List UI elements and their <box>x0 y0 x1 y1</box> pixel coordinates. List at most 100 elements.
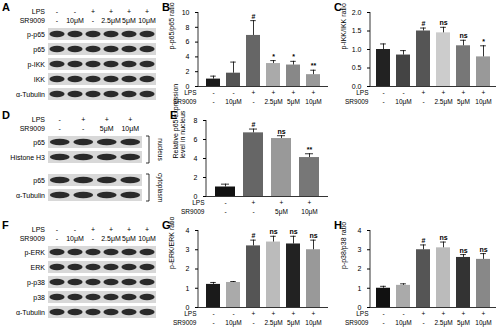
svg-text:p-IKK: p-IKK <box>27 61 45 69</box>
svg-text:+: + <box>312 310 316 317</box>
svg-text:4: 4 <box>194 155 198 162</box>
svg-text:cytoplasm: cytoplasm <box>156 173 164 202</box>
svg-text:p65: p65 <box>33 139 45 147</box>
svg-text:ns: ns <box>439 234 447 241</box>
svg-text:ERK: ERK <box>31 264 46 271</box>
svg-text:5μM: 5μM <box>100 125 114 133</box>
svg-text:5μM: 5μM <box>122 235 136 243</box>
svg-text:+: + <box>81 116 85 123</box>
svg-text:+: + <box>442 310 446 317</box>
svg-text:-: - <box>422 319 424 326</box>
svg-text:SR9009: SR9009 <box>20 125 45 132</box>
svg-text:ns: ns <box>269 228 277 235</box>
svg-text:+: + <box>272 310 276 317</box>
svg-text:-: - <box>92 17 95 24</box>
svg-text:α-Tubulin: α-Tubulin <box>16 192 45 199</box>
svg-text:#: # <box>422 237 426 244</box>
svg-text:LPS: LPS <box>356 310 369 317</box>
svg-text:+: + <box>482 89 486 96</box>
svg-text:#: # <box>422 20 426 27</box>
svg-text:2: 2 <box>358 265 362 272</box>
svg-text:p65: p65 <box>33 46 45 54</box>
svg-text:+: + <box>252 89 256 96</box>
svg-text:p65: p65 <box>33 177 45 185</box>
svg-text:2.5μM: 2.5μM <box>264 98 282 106</box>
svg-text:**: ** <box>307 146 313 153</box>
svg-text:+: + <box>462 89 466 96</box>
svg-text:*: * <box>482 38 485 45</box>
svg-text:+: + <box>422 89 426 96</box>
svg-text:-: - <box>56 17 59 24</box>
svg-text:p38: p38 <box>33 294 45 302</box>
svg-text:-: - <box>74 226 77 233</box>
svg-text:-: - <box>232 89 234 96</box>
svg-text:0.5: 0.5 <box>352 64 362 71</box>
svg-text:+: + <box>292 89 296 96</box>
svg-text:10μM: 10μM <box>225 98 241 106</box>
svg-text:-: - <box>74 8 77 15</box>
svg-text:+: + <box>422 310 426 317</box>
svg-text:+: + <box>280 199 284 206</box>
svg-text:+: + <box>462 310 466 317</box>
svg-text:+: + <box>128 116 132 123</box>
svg-text:**: ** <box>311 62 317 69</box>
svg-text:5μM: 5μM <box>287 319 300 327</box>
svg-text:10μM: 10μM <box>475 319 491 327</box>
svg-text:-: - <box>422 98 424 105</box>
svg-text:-: - <box>224 199 226 206</box>
svg-text:2.5μM: 2.5μM <box>434 98 452 106</box>
svg-text:SR9009: SR9009 <box>20 17 45 24</box>
svg-text:#: # <box>252 232 256 239</box>
svg-text:-: - <box>212 98 214 105</box>
svg-text:-: - <box>252 98 254 105</box>
svg-text:3: 3 <box>186 246 190 253</box>
svg-text:5μM: 5μM <box>457 319 470 327</box>
svg-text:+: + <box>127 226 131 233</box>
svg-text:1: 1 <box>358 284 362 291</box>
svg-text:+: + <box>482 310 486 317</box>
svg-text:ns: ns <box>309 232 317 239</box>
svg-text:10μM: 10μM <box>305 319 321 327</box>
svg-text:+: + <box>127 8 131 15</box>
svg-text:10μM: 10μM <box>138 235 156 243</box>
svg-text:p-p38: p-p38 <box>27 279 45 287</box>
svg-text:8: 8 <box>194 117 198 124</box>
svg-text:4: 4 <box>358 227 362 234</box>
svg-text:-: - <box>56 235 59 242</box>
svg-text:+: + <box>312 89 316 96</box>
svg-text:+: + <box>252 310 256 317</box>
svg-text:IKK: IKK <box>34 76 46 83</box>
svg-text:#: # <box>252 13 256 20</box>
svg-text:+: + <box>105 116 109 123</box>
svg-text:-: - <box>402 89 404 96</box>
svg-text:5μM: 5μM <box>457 98 470 106</box>
svg-text:2: 2 <box>186 265 190 272</box>
svg-text:1.0: 1.0 <box>352 46 362 53</box>
svg-text:SR9009: SR9009 <box>173 319 197 326</box>
svg-text:-: - <box>56 226 59 233</box>
svg-text:8: 8 <box>186 24 190 31</box>
svg-text:10μM: 10μM <box>395 98 411 106</box>
svg-text:6: 6 <box>194 136 198 143</box>
svg-text:1.5: 1.5 <box>352 27 362 34</box>
svg-text:ns: ns <box>277 128 285 135</box>
svg-text:3: 3 <box>358 246 362 253</box>
svg-text:10μM: 10μM <box>475 98 491 106</box>
svg-text:LPS: LPS <box>184 310 197 317</box>
svg-text:p-p65: p-p65 <box>27 31 45 39</box>
svg-text:-: - <box>92 235 95 242</box>
svg-text:2.5μM: 2.5μM <box>264 319 282 327</box>
svg-text:Relative p65 expressionlevel i: Relative p65 expressionlevel in nucleus <box>172 84 186 159</box>
svg-text:5μM: 5μM <box>275 208 288 216</box>
svg-text:LPS: LPS <box>32 226 46 233</box>
svg-text:-: - <box>212 89 214 96</box>
svg-text:-: - <box>82 125 85 132</box>
svg-text:-: - <box>402 310 404 317</box>
svg-text:10μM: 10μM <box>395 319 411 327</box>
svg-text:SR9009: SR9009 <box>20 235 45 242</box>
svg-text:5μM: 5μM <box>122 17 136 25</box>
svg-text:LPS: LPS <box>192 199 205 206</box>
svg-text:*: * <box>292 53 295 60</box>
svg-text:+: + <box>292 310 296 317</box>
svg-text:4: 4 <box>186 227 190 234</box>
